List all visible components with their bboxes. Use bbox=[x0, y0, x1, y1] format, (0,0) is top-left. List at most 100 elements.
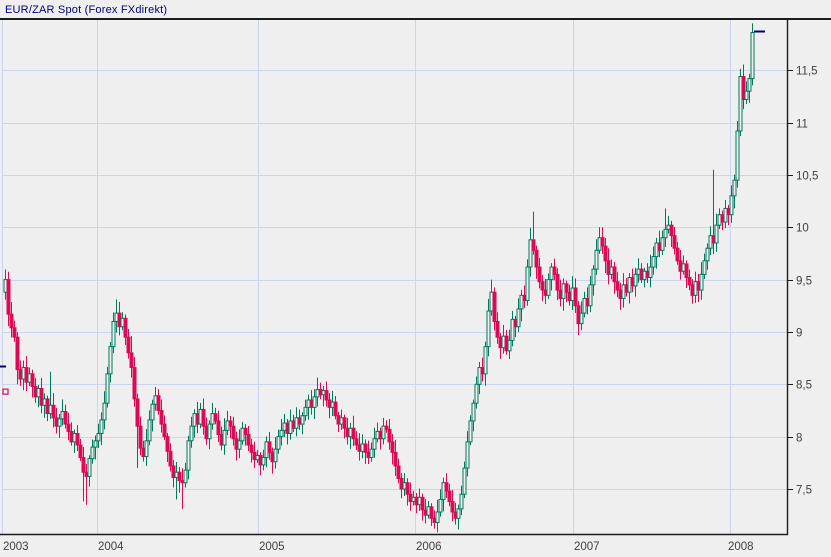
candle-down bbox=[603, 238, 608, 274]
candle-up bbox=[744, 81, 749, 105]
candle-up bbox=[102, 391, 107, 430]
candle-up bbox=[462, 461, 467, 499]
candle-up bbox=[486, 298, 491, 357]
candle-up bbox=[459, 485, 464, 516]
candle-body bbox=[90, 446, 95, 460]
candle-body bbox=[15, 336, 20, 371]
candle-up bbox=[579, 301, 584, 331]
candle-body bbox=[723, 207, 728, 223]
candle-down bbox=[324, 381, 329, 407]
candle-body bbox=[750, 32, 755, 80]
candle-body bbox=[354, 438, 359, 446]
candle-up bbox=[144, 429, 149, 466]
candle-down bbox=[540, 274, 545, 302]
candle-body bbox=[732, 179, 737, 197]
candle-body bbox=[123, 317, 128, 338]
candle-body bbox=[672, 235, 677, 249]
candle-body bbox=[438, 498, 443, 513]
axes-layer bbox=[0, 19, 789, 536]
candle-body bbox=[39, 387, 44, 406]
candle-body bbox=[534, 249, 539, 268]
candle-body bbox=[633, 273, 638, 287]
grid-layer bbox=[2, 20, 787, 534]
candle-body bbox=[96, 433, 101, 442]
candle-body bbox=[747, 78, 752, 92]
candle-down bbox=[78, 438, 83, 462]
candle-body bbox=[537, 266, 542, 283]
candle-down bbox=[420, 493, 425, 521]
candle-up bbox=[561, 278, 566, 311]
candle-up bbox=[57, 414, 62, 438]
candle-up bbox=[747, 73, 752, 103]
candle-down bbox=[342, 414, 347, 439]
candle-body bbox=[351, 427, 356, 440]
candle-up bbox=[705, 243, 710, 270]
candle-down bbox=[39, 377, 44, 414]
candle-body bbox=[684, 263, 689, 279]
candle-body bbox=[588, 284, 593, 307]
candle-down bbox=[132, 357, 137, 407]
candle-body bbox=[744, 90, 749, 101]
candle-body bbox=[342, 417, 347, 429]
y-tick-label: 7,5 bbox=[796, 485, 812, 497]
candle-body bbox=[705, 247, 710, 262]
y-tick-label: 10 bbox=[796, 223, 809, 235]
candle-body bbox=[159, 409, 164, 425]
candle-down bbox=[450, 490, 455, 522]
candle-body bbox=[435, 511, 440, 523]
candle-body bbox=[333, 401, 338, 417]
candle-body bbox=[456, 508, 461, 519]
candle-body bbox=[369, 448, 374, 459]
candle-up bbox=[300, 412, 305, 435]
candle-up bbox=[474, 376, 479, 409]
candle-down bbox=[30, 369, 35, 398]
candle-down bbox=[669, 220, 674, 247]
x-tick-label: 2003 bbox=[3, 541, 29, 553]
candle-body bbox=[525, 266, 530, 302]
y-tick-label: 11,5 bbox=[796, 66, 818, 78]
candle-body bbox=[519, 294, 524, 310]
candle-down bbox=[81, 447, 86, 502]
candle-body bbox=[735, 130, 740, 181]
candle-down bbox=[675, 241, 680, 265]
candle-body bbox=[75, 433, 80, 446]
candle-body bbox=[546, 279, 551, 296]
candle-body bbox=[510, 318, 515, 341]
candle-down bbox=[249, 438, 254, 463]
candle-up bbox=[93, 435, 98, 460]
candle-body bbox=[168, 450, 173, 467]
candle-up bbox=[273, 437, 278, 469]
candle-down bbox=[63, 404, 68, 429]
chart-title: EUR/ZAR Spot (Forex FXdirekt) bbox=[5, 4, 168, 16]
candle-body bbox=[390, 441, 395, 453]
candle-down bbox=[573, 278, 578, 313]
candle-body bbox=[9, 313, 14, 329]
candle-body bbox=[135, 398, 140, 427]
candle-body bbox=[57, 418, 62, 427]
candle-body bbox=[150, 403, 155, 421]
y-tick-label: 11 bbox=[796, 119, 808, 131]
candle-down bbox=[396, 458, 401, 484]
candle-down bbox=[246, 425, 251, 452]
candle-body bbox=[660, 237, 665, 251]
candle-body bbox=[261, 457, 266, 466]
candle-down bbox=[159, 399, 164, 433]
candle-up bbox=[750, 23, 755, 86]
candle-up bbox=[435, 499, 440, 533]
candle-up bbox=[465, 431, 470, 477]
candle-body bbox=[492, 291, 497, 322]
candle-up bbox=[150, 399, 155, 432]
candle-down bbox=[687, 269, 692, 291]
candle-body bbox=[51, 404, 56, 419]
candle-up bbox=[588, 275, 593, 313]
candle-up bbox=[702, 253, 707, 280]
candle-down bbox=[216, 410, 221, 443]
candle-body bbox=[477, 367, 482, 385]
candle-body bbox=[222, 429, 227, 446]
candle-up bbox=[261, 449, 266, 471]
candle-body bbox=[207, 423, 212, 440]
candle-down bbox=[333, 395, 338, 420]
candle-body bbox=[126, 336, 131, 354]
candle-up bbox=[312, 389, 317, 420]
